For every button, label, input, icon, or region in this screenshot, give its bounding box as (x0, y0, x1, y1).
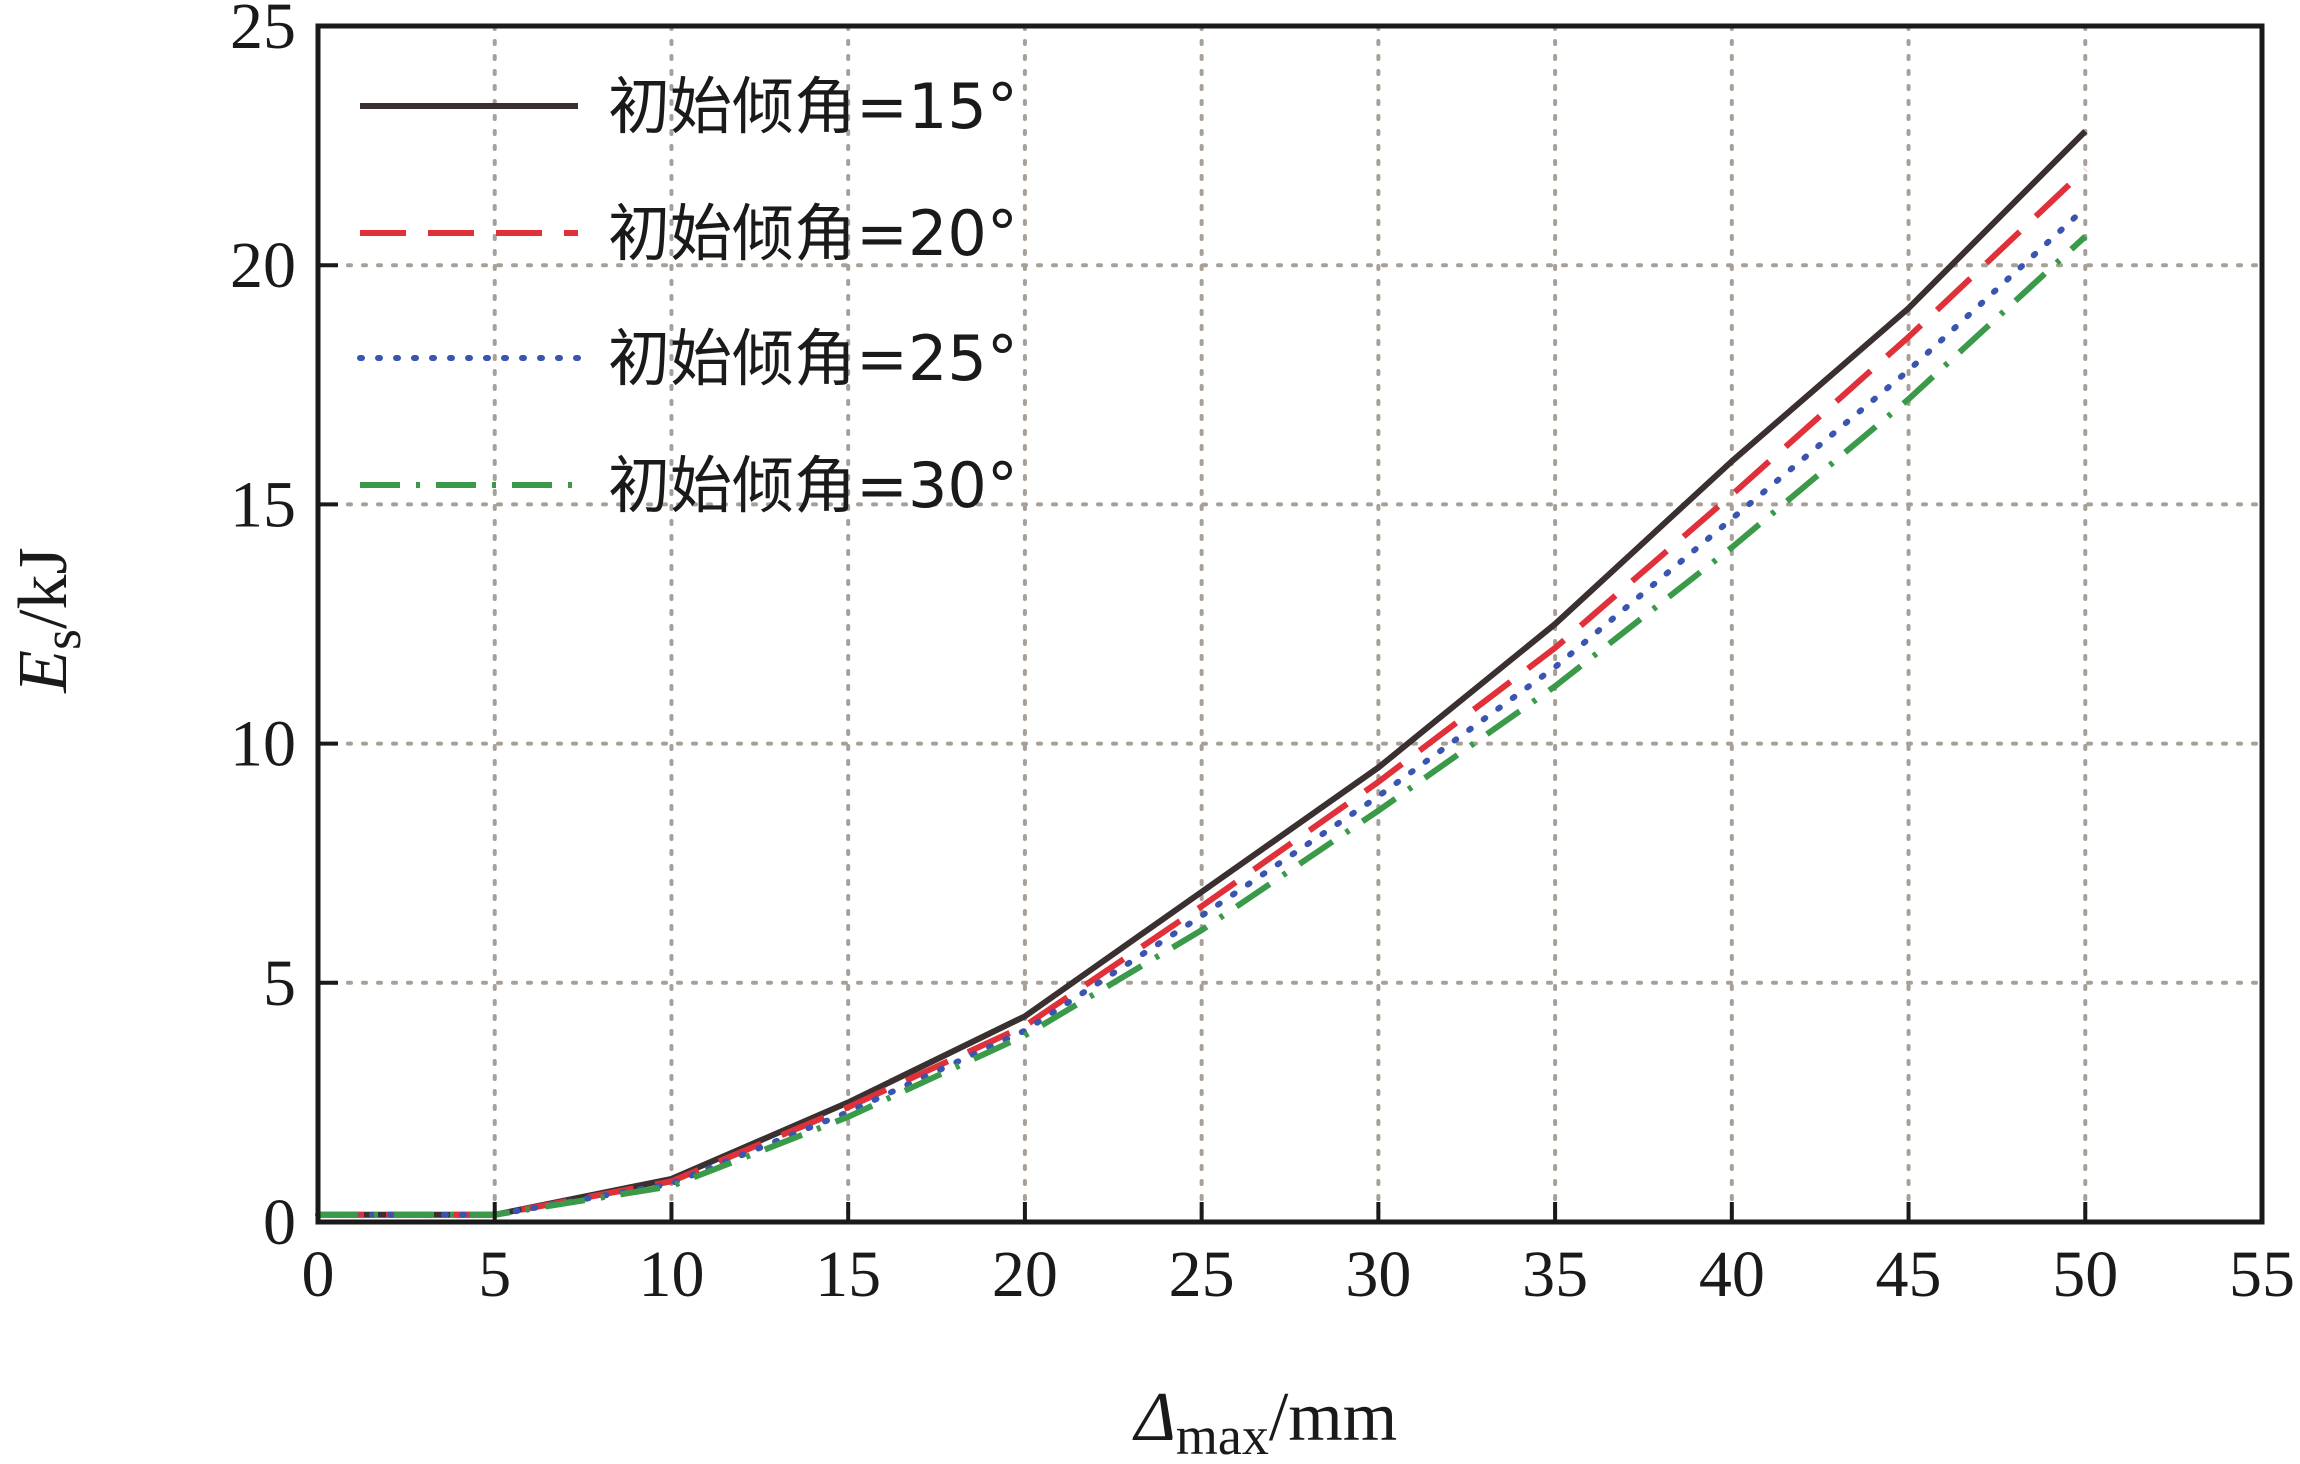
axis-ticks: 0 5 10 15 20 25 30 35 40 45 50 55 0 5 10 15 20 25 (230, 0, 2295, 1311)
x-tick-label: 45 (1876, 1238, 1942, 1311)
x-tick-label: 25 (1169, 1238, 1235, 1311)
y-axis-symbol: E (5, 650, 82, 694)
x-tick-label: 50 (2052, 1238, 2118, 1311)
legend: 初始倾角=15° 初始倾角=20° 初始倾角=25° 初始倾角=30° (357, 70, 1018, 522)
y-axis-unit: /kJ (5, 547, 82, 629)
x-tick-label: 35 (1522, 1238, 1588, 1311)
series-lines (315, 129, 2089, 1218)
y-tick-label: 0 (263, 1186, 296, 1259)
legend-label: 初始倾角=15° (608, 70, 1018, 143)
x-tick-label: 40 (1699, 1238, 1765, 1311)
x-tick-label: 15 (815, 1238, 881, 1311)
x-tick-label: 30 (1345, 1238, 1411, 1311)
x-axis-symbol: Δ (1132, 1379, 1176, 1456)
x-tick-label: 5 (478, 1238, 511, 1311)
x-axis-unit: /mm (1269, 1379, 1397, 1456)
x-tick-label: 55 (2229, 1238, 2295, 1311)
y-tick-label: 15 (230, 468, 296, 541)
series-line (315, 204, 2089, 1218)
y-tick-label: 5 (263, 947, 296, 1020)
grid-lines (316, 24, 2264, 1224)
y-axis-subscript: s (32, 629, 92, 650)
legend-label: 初始倾角=30° (608, 449, 1018, 522)
x-tick-label: 20 (992, 1238, 1058, 1311)
plot-frame (315, 23, 2265, 1225)
x-tick-label: 10 (638, 1238, 704, 1311)
y-tick-label: 20 (230, 229, 296, 302)
legend-label: 初始倾角=25° (608, 322, 1018, 395)
y-tick-label: 10 (230, 708, 296, 781)
y-axis-label: Es/kJ (5, 547, 92, 693)
series-line (318, 167, 2088, 1218)
series-line (318, 234, 2088, 1218)
legend-label: 初始倾角=20° (608, 197, 1018, 270)
x-tick-label: 0 (302, 1238, 335, 1311)
x-axis-label: Δmax/mm (1132, 1379, 1397, 1464)
x-axis-subscript: max (1176, 1406, 1269, 1464)
y-tick-label: 25 (230, 0, 296, 63)
